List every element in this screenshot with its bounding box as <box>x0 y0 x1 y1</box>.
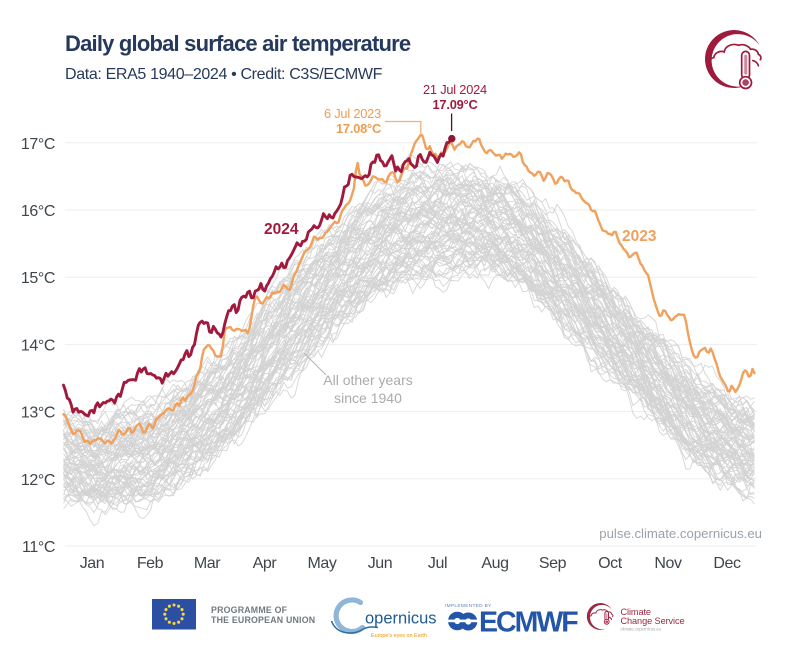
svg-text:Dec: Dec <box>713 555 741 572</box>
svg-text:pulse.climate.copernicus.eu: pulse.climate.copernicus.eu <box>599 526 762 541</box>
svg-text:Jul: Jul <box>428 555 447 572</box>
svg-text:11°C: 11°C <box>22 539 55 556</box>
svg-text:Europe's eyes on Earth: Europe's eyes on Earth <box>371 633 427 639</box>
svg-text:21 Jul 2024: 21 Jul 2024 <box>423 82 487 97</box>
svg-text:12°C: 12°C <box>21 472 55 489</box>
svg-text:Mar: Mar <box>194 555 221 572</box>
svg-text:All other years: All other years <box>323 372 412 388</box>
svg-text:13°C: 13°C <box>21 405 55 422</box>
svg-text:16°C: 16°C <box>21 203 55 220</box>
svg-text:Change Service: Change Service <box>621 616 685 626</box>
svg-text:THE EUROPEAN UNION: THE EUROPEAN UNION <box>211 615 315 625</box>
svg-text:2023: 2023 <box>622 228 657 245</box>
svg-text:IMPLEMENTED BY: IMPLEMENTED BY <box>445 603 492 609</box>
svg-text:17.08°C: 17.08°C <box>336 121 381 136</box>
svg-text:14°C: 14°C <box>21 337 55 354</box>
svg-text:Daily global surface air tempe: Daily global surface air temperature <box>65 31 411 56</box>
svg-text:PROGRAMME OF: PROGRAMME OF <box>211 605 288 615</box>
svg-text:Oct: Oct <box>598 555 623 572</box>
svg-text:Nov: Nov <box>654 555 682 572</box>
svg-text:17.09°C: 17.09°C <box>433 97 478 112</box>
svg-text:ECMWF: ECMWF <box>479 607 578 639</box>
svg-text:6 Jul 2023: 6 Jul 2023 <box>324 106 381 121</box>
svg-text:2024: 2024 <box>264 221 299 238</box>
svg-text:since 1940: since 1940 <box>334 390 402 406</box>
svg-text:15°C: 15°C <box>21 270 55 287</box>
svg-text:climate.copernicus.eu: climate.copernicus.eu <box>621 627 662 632</box>
svg-text:Data: ERA5 1940–2024 • Credit:: Data: ERA5 1940–2024 • Credit: C3S/ECMWF <box>65 66 383 83</box>
svg-text:Aug: Aug <box>481 555 508 572</box>
svg-text:May: May <box>307 555 336 572</box>
svg-text:Apr: Apr <box>253 555 278 572</box>
svg-text:Jan: Jan <box>80 555 105 572</box>
svg-text:Feb: Feb <box>137 555 164 572</box>
svg-text:17°C: 17°C <box>21 136 55 153</box>
svg-text:Sep: Sep <box>539 555 567 572</box>
svg-text:Jun: Jun <box>368 555 393 572</box>
svg-text:Climate: Climate <box>621 607 651 617</box>
svg-text:opernicus: opernicus <box>365 610 437 628</box>
